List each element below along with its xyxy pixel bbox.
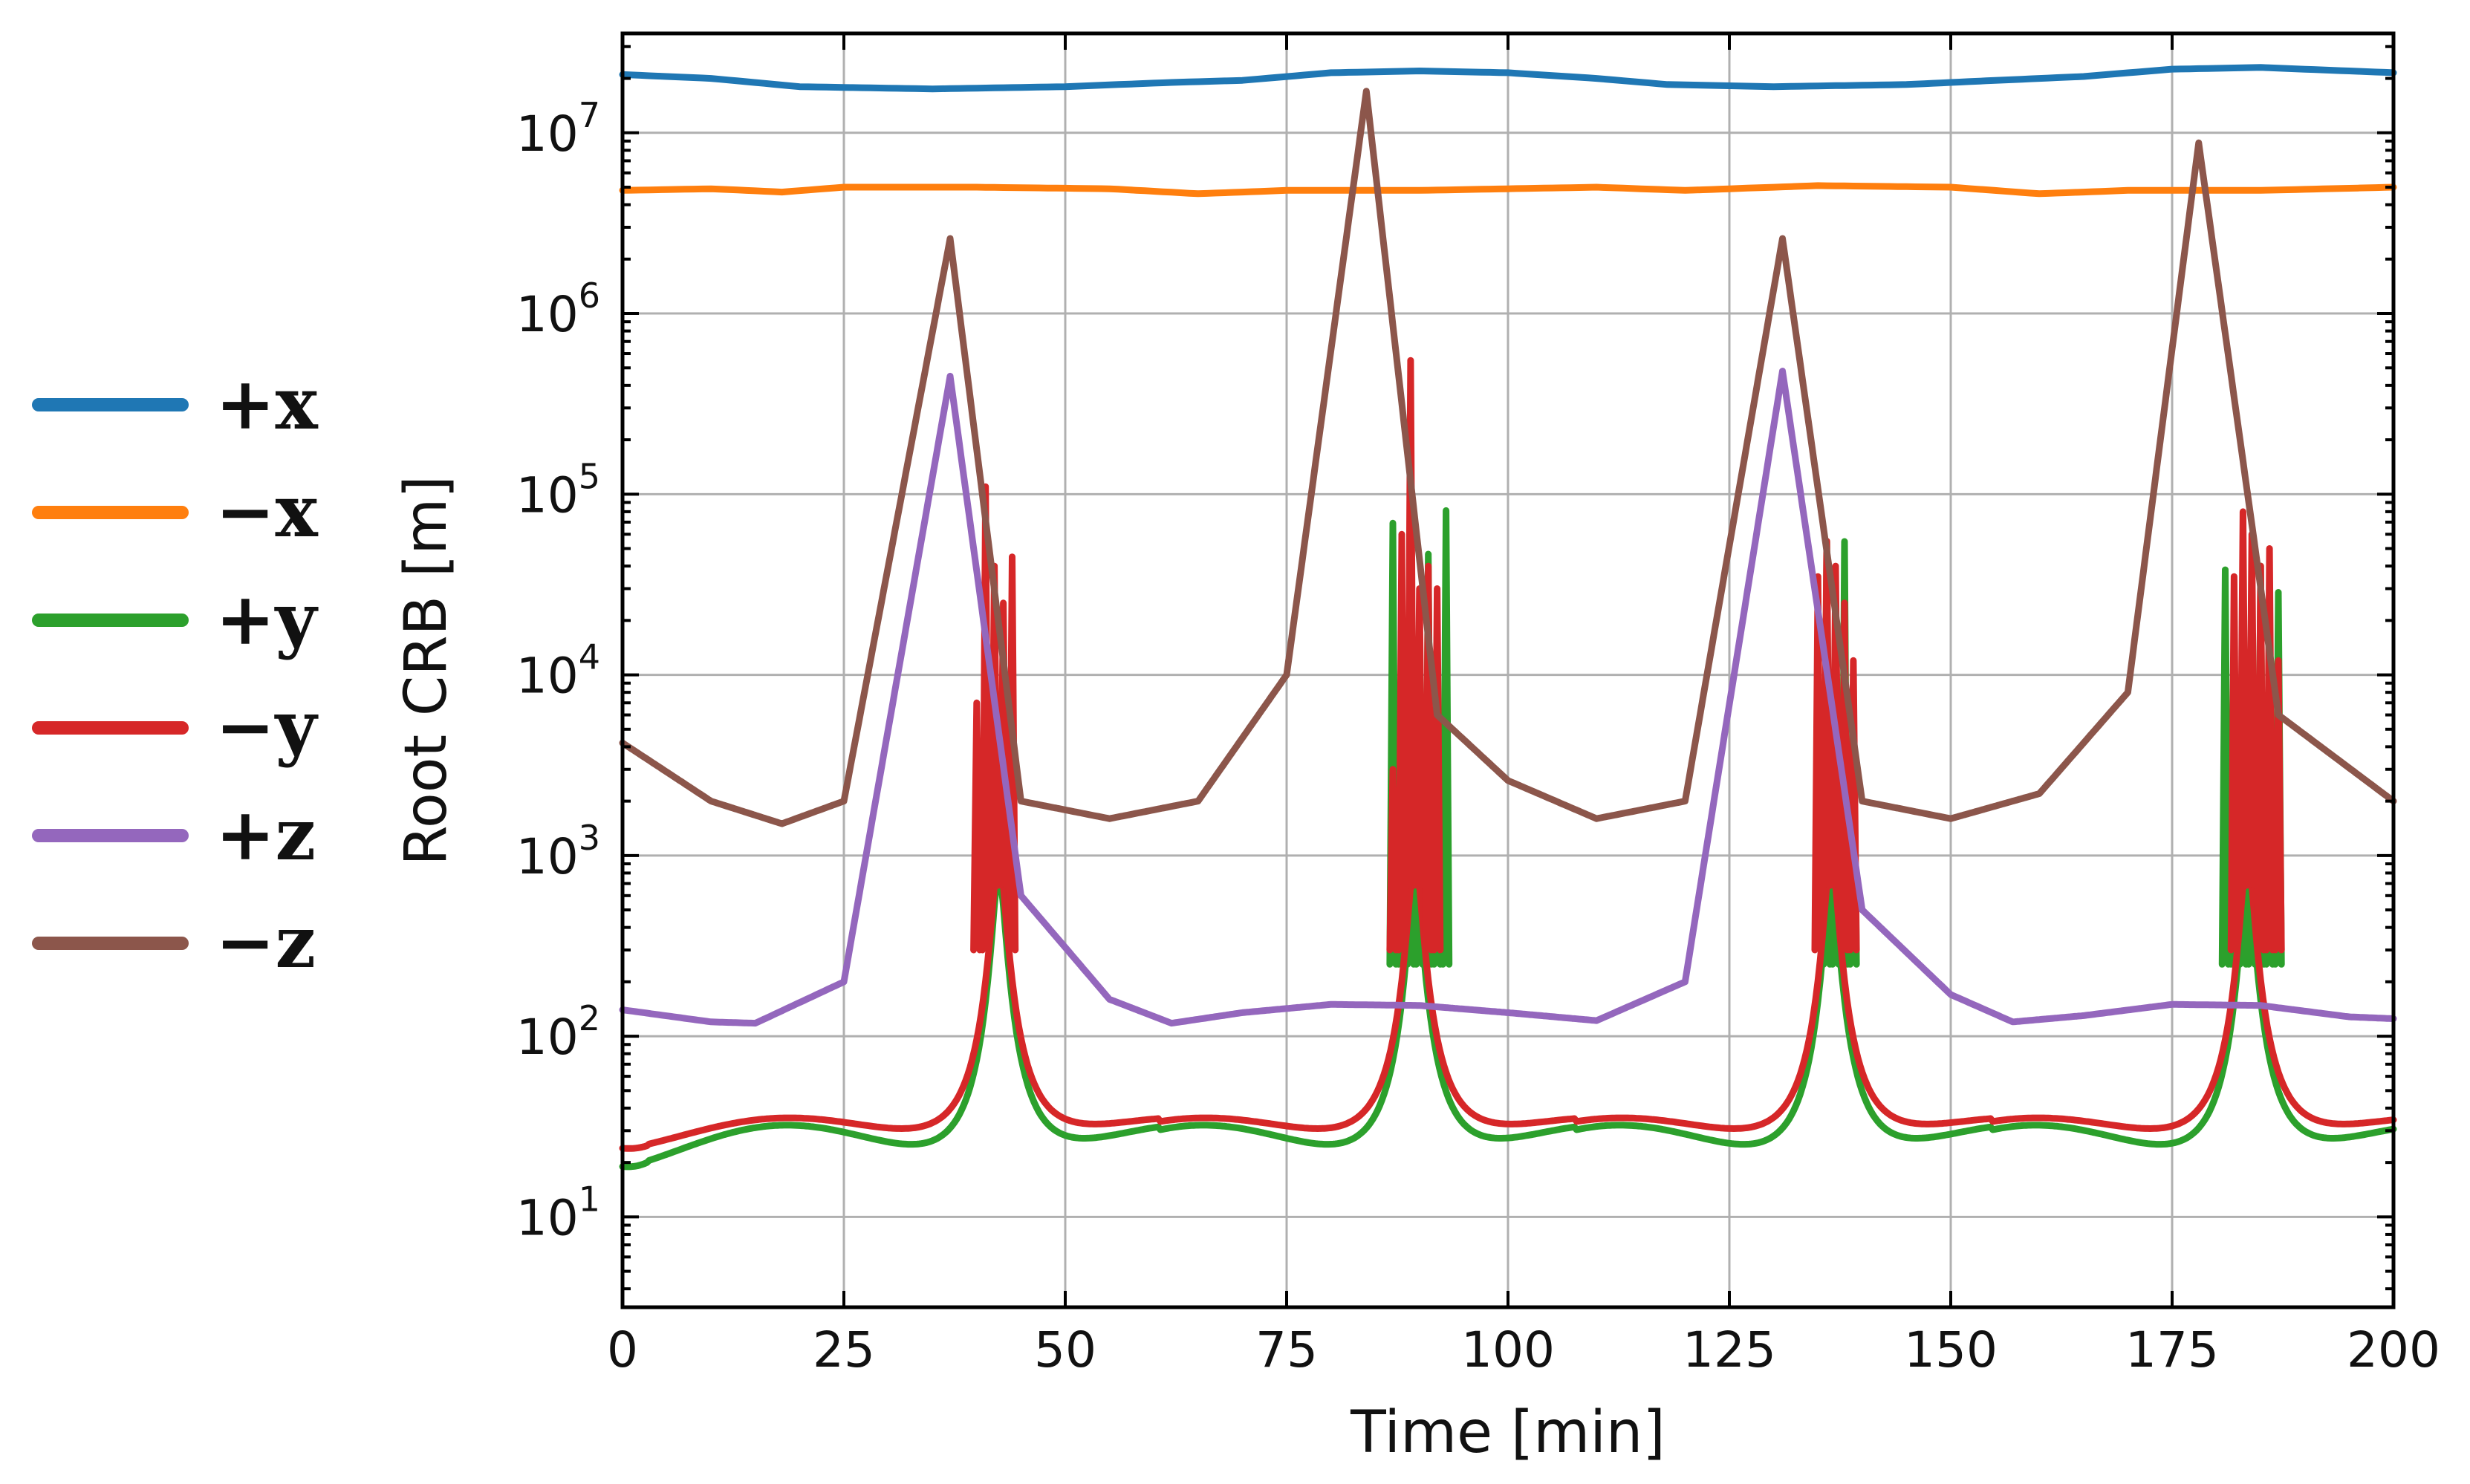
x-tick-labels: 0 25 50 75 100 125 150 175 200 [607,1321,2440,1379]
legend-label: −z [215,900,316,984]
x-tick-label: 50 [1034,1321,1096,1379]
legend-label: +y [215,577,319,661]
y-tick-label: 106 [516,276,600,343]
legend: +x −x +y −y +z −z [39,362,319,984]
x-tick-label: 200 [2347,1321,2440,1379]
y-axis-label: Root CRB [m] [393,475,460,865]
y-tick-label: 103 [516,818,600,885]
x-tick-label: 75 [1255,1321,1318,1379]
x-tick-label: 175 [2125,1321,2219,1379]
x-axis-label: Time [min] [1350,1399,1665,1466]
legend-label: −x [215,469,318,553]
x-tick-label: 150 [1904,1321,1998,1379]
series-bursts-3 [974,360,2282,950]
y-tick-label: 101 [516,1179,600,1246]
y-tick-label: 104 [516,637,600,705]
y-tick-label: 105 [516,456,600,524]
x-tick-label: 100 [1461,1321,1555,1379]
y-tick-labels: 101 102 103 104 105 106 107 [516,95,600,1247]
y-tick-label: 102 [516,998,600,1066]
x-tick-label: 125 [1683,1321,1776,1379]
x-tick-label: 0 [607,1321,638,1379]
legend-label: +x [215,362,318,446]
chart: 0 25 50 75 100 125 150 175 200 10110210310410510… [0,0,2470,1484]
legend-label: −y [215,685,319,769]
y-tick-label: 107 [516,95,600,163]
x-tick-label: 25 [813,1321,875,1379]
legend-label: +z [215,793,316,876]
